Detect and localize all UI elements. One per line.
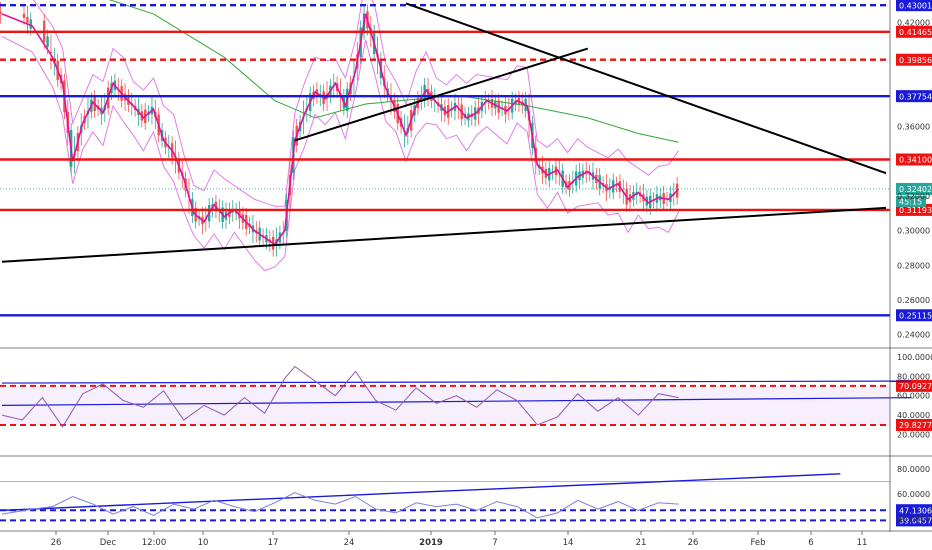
level-price-tag-label: 0.39856	[899, 56, 932, 65]
level-price-tag-box	[896, 53, 932, 66]
last-price-tag-label: 0.32402	[899, 185, 932, 194]
candle-body	[29, 19, 32, 29]
time-tick-label: Dec	[100, 538, 117, 548]
rsi-band-tag-label: 70.0927	[899, 382, 932, 391]
countdown-box	[896, 195, 926, 207]
rsi-tick-label: 20.0000	[897, 431, 930, 440]
candle-body	[22, 13, 26, 18]
candle-body	[46, 36, 49, 48]
osc-level-tag-label: 47.1306	[899, 506, 932, 515]
time-tick-label: 10	[198, 538, 209, 548]
price-tick-label: 0.24000	[897, 331, 930, 340]
rsi-band-tag-box	[896, 418, 932, 431]
level-price-tag-box	[896, 0, 932, 12]
level-price-tag-box	[896, 25, 932, 38]
fast-moving-average-line	[1, 13, 680, 246]
osc-tick-label: 40.0000	[897, 515, 930, 524]
rsi-tick-label: 100.0000	[897, 353, 932, 362]
oscillator-panel[interactable]: 47.1306 39.0457 80.0000 60.0000 40.0000	[0, 465, 932, 527]
trendline[interactable]	[294, 47, 589, 142]
last-price-tag-box	[896, 182, 932, 195]
envelope-upper	[32, 0, 680, 207]
rsi-band-fill	[0, 385, 890, 425]
time-tick-label: 26	[51, 538, 62, 548]
osc-line	[1, 492, 679, 519]
osc-tick-label: 80.0000	[897, 465, 930, 474]
price-tick-label: 0.32000	[897, 192, 930, 201]
rsi-band-tag-box	[896, 379, 932, 392]
osc-trendline[interactable]	[1, 473, 841, 512]
trendline[interactable]	[1, 206, 887, 263]
time-tick-label: 21	[636, 538, 647, 548]
osc-level-tag-box	[896, 504, 932, 517]
level-price-tag-box	[896, 153, 932, 166]
rsi-trendline[interactable]	[1, 380, 912, 384]
rsi-tick-label: 60.0000	[897, 392, 930, 401]
level-price-tag-label: 0.25115	[899, 311, 932, 320]
price-tick-label: 0.28000	[897, 261, 930, 270]
price-tick-label: 0.26000	[897, 296, 930, 305]
price-plot-area	[0, 0, 886, 345]
time-tick-label: 24	[344, 538, 355, 548]
price-tick-label: 0.42000	[897, 19, 930, 28]
level-price-tag-label: 0.37754	[899, 92, 932, 101]
rsi-band-tag-label: 29.8277	[899, 421, 932, 430]
level-price-tag-label: 0.34100	[899, 156, 932, 165]
rsi-line	[1, 365, 679, 428]
time-tick-label: 6	[808, 538, 813, 548]
osc-level-tag-box	[896, 514, 932, 527]
level-price-tag-label: 0.41465	[899, 28, 932, 37]
rsi-tick-label: 40.0000	[897, 411, 930, 420]
price-panel[interactable]: 0.43001 0.41465 0.39856 0.37754 0.34100 0.311…	[0, 0, 932, 345]
rsi-tick-label: 80.0000	[897, 372, 930, 381]
level-price-tag-box	[896, 90, 932, 103]
osc-level-tag-label: 39.0457	[899, 517, 932, 526]
countdown-label: 45:15	[899, 197, 922, 206]
time-tick-label: Feb	[750, 538, 765, 548]
level-price-tag-label: 0.31193	[899, 206, 932, 215]
candle-body	[0, 11, 2, 15]
rsi-trendline[interactable]	[1, 397, 912, 406]
osc-tick-label: 60.0000	[897, 490, 930, 499]
price-tick-label: 0.30000	[897, 227, 930, 236]
time-tick-label: 26	[688, 538, 699, 548]
level-price-tag-box	[896, 309, 932, 322]
time-tick-label: 17	[268, 538, 279, 548]
time-tick-label: 14	[563, 538, 574, 548]
time-tick-label: 2019	[419, 538, 443, 548]
price-tick-label: 0.36000	[897, 123, 930, 132]
candle-body	[26, 16, 29, 24]
time-tick-label: 12:00	[142, 538, 167, 548]
level-price-tag-label: 0.43001	[899, 1, 932, 10]
slow-moving-average-line	[108, 0, 679, 143]
time-tick-label: 7	[492, 538, 497, 548]
time-tick-label: 11	[857, 538, 868, 548]
rsi-panel[interactable]: 70.0927 29.8277 100.0000 80.0000 60.0000 40.0…	[0, 353, 932, 440]
candle-body	[49, 52, 53, 54]
trendline[interactable]	[405, 2, 887, 175]
